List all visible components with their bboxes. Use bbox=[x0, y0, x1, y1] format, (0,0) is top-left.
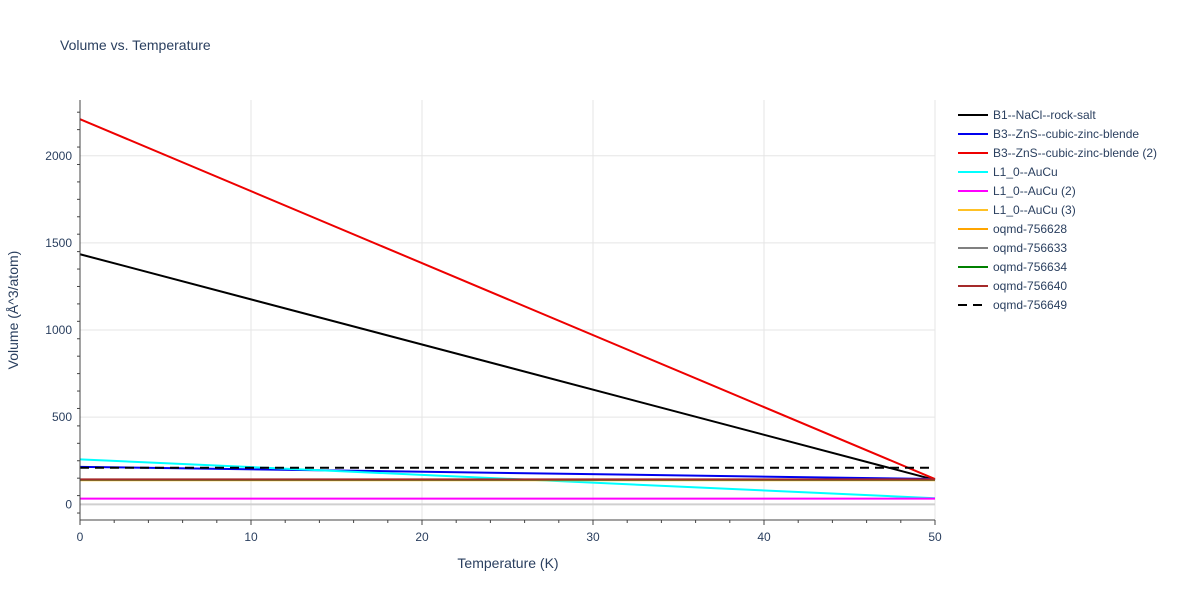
x-tick-label: 20 bbox=[415, 530, 429, 544]
legend-item[interactable]: oqmd-756640 bbox=[958, 279, 1067, 293]
legend-item[interactable]: oqmd-756633 bbox=[958, 241, 1067, 255]
grid bbox=[80, 100, 936, 520]
legend-item[interactable]: oqmd-756649 bbox=[958, 298, 1067, 312]
x-axis-title: Temperature (K) bbox=[457, 555, 558, 571]
x-tick-label: 30 bbox=[586, 530, 600, 544]
y-tick-label: 1000 bbox=[45, 323, 72, 337]
legend-label: B3--ZnS--cubic-zinc-blende (2) bbox=[993, 146, 1157, 160]
legend-label: oqmd-756640 bbox=[993, 279, 1067, 293]
legend-item[interactable]: B3--ZnS--cubic-zinc-blende (2) bbox=[958, 146, 1157, 160]
x-tick-label: 50 bbox=[928, 530, 942, 544]
legend-item[interactable]: L1_0--AuCu (3) bbox=[958, 203, 1076, 217]
x-tick-label: 0 bbox=[77, 530, 84, 544]
legend-label: B1--NaCl--rock-salt bbox=[993, 108, 1096, 122]
legend-label: L1_0--AuCu bbox=[993, 165, 1058, 179]
series-line-1[interactable] bbox=[79, 465, 936, 481]
legend-label: oqmd-756628 bbox=[993, 222, 1067, 236]
x-tick-label: 40 bbox=[757, 530, 771, 544]
legend-item[interactable]: oqmd-756634 bbox=[958, 260, 1067, 274]
y-tick-label: 500 bbox=[52, 410, 72, 424]
legend-label: oqmd-756649 bbox=[993, 298, 1067, 312]
series-line-0[interactable] bbox=[79, 253, 936, 481]
legend-label: B3--ZnS--cubic-zinc-blende bbox=[993, 127, 1139, 141]
chart-title: Volume vs. Temperature bbox=[60, 37, 211, 53]
series-layer bbox=[79, 118, 936, 500]
legend-label: oqmd-756634 bbox=[993, 260, 1067, 274]
y-tick-label: 2000 bbox=[45, 149, 72, 163]
legend-label: L1_0--AuCu (3) bbox=[993, 203, 1076, 217]
legend-item[interactable]: oqmd-756628 bbox=[958, 222, 1067, 236]
legend-label: oqmd-756633 bbox=[993, 241, 1067, 255]
legend-item[interactable]: L1_0--AuCu (2) bbox=[958, 184, 1076, 198]
x-tick-label: 10 bbox=[244, 530, 258, 544]
y-axis-title: Volume (Å^3/atom) bbox=[5, 251, 21, 370]
y-tick-label: 0 bbox=[65, 497, 72, 511]
legend-label: L1_0--AuCu (2) bbox=[993, 184, 1076, 198]
series-line-2[interactable] bbox=[79, 118, 936, 480]
legend-item[interactable]: B3--ZnS--cubic-zinc-blende bbox=[958, 127, 1139, 141]
legend-item[interactable]: B1--NaCl--rock-salt bbox=[958, 108, 1096, 122]
legend[interactable]: B1--NaCl--rock-salt B3--ZnS--cubic-zinc-b… bbox=[958, 108, 1157, 312]
legend-item[interactable]: L1_0--AuCu bbox=[958, 165, 1058, 179]
y-tick-label: 1500 bbox=[45, 236, 72, 250]
